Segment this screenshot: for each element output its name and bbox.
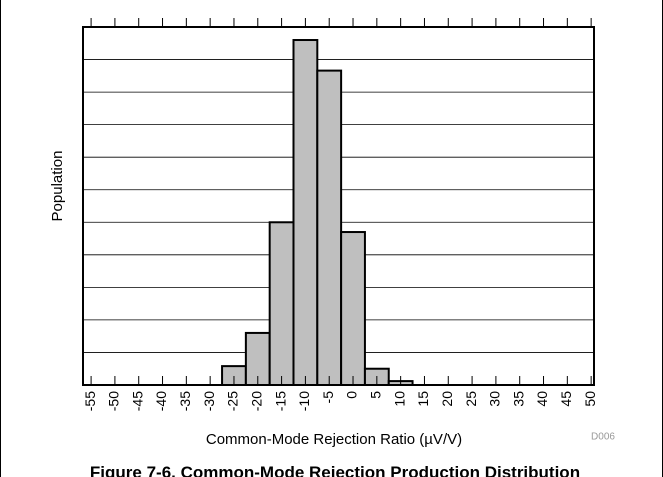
x-tick-label: -30 <box>201 391 217 411</box>
annotation: D006 <box>591 432 615 443</box>
bar <box>340 231 366 386</box>
x-tick-label: -45 <box>129 391 145 411</box>
x-tick-label: 10 <box>391 391 407 407</box>
x-tick-label: -10 <box>296 391 312 411</box>
x-tick-label: 0 <box>344 391 360 399</box>
x-tick-label: -50 <box>106 391 122 411</box>
x-tick-label: -40 <box>153 391 169 411</box>
x-tick-label: -55 <box>82 391 98 411</box>
bar <box>316 69 343 387</box>
x-tick-label: -35 <box>177 391 193 411</box>
x-tick-label: -20 <box>248 391 264 411</box>
x-tick-label: 25 <box>463 391 479 407</box>
x-tick-label: 40 <box>534 391 550 407</box>
bar <box>268 221 295 386</box>
x-tick-label: -15 <box>272 391 288 411</box>
x-tick-label: 30 <box>487 391 503 407</box>
x-tick-label: 15 <box>415 391 431 407</box>
y-axis-label: Population <box>49 151 66 222</box>
x-tick-label: -5 <box>320 391 336 404</box>
x-tick-label: 45 <box>558 391 574 407</box>
x-tick-label: 50 <box>582 391 598 407</box>
x-tick-label: 5 <box>368 391 384 399</box>
x-tick-label: 35 <box>510 391 526 407</box>
x-tick-label: -25 <box>225 391 241 411</box>
x-axis-label: Common-Mode Rejection Ratio (µV/V) <box>206 431 462 448</box>
bar <box>292 39 319 386</box>
chart-title: Figure 7-6. Common-Mode Rejection Produc… <box>90 463 580 477</box>
x-tick-label: 20 <box>439 391 455 407</box>
plot-frame <box>82 26 595 386</box>
